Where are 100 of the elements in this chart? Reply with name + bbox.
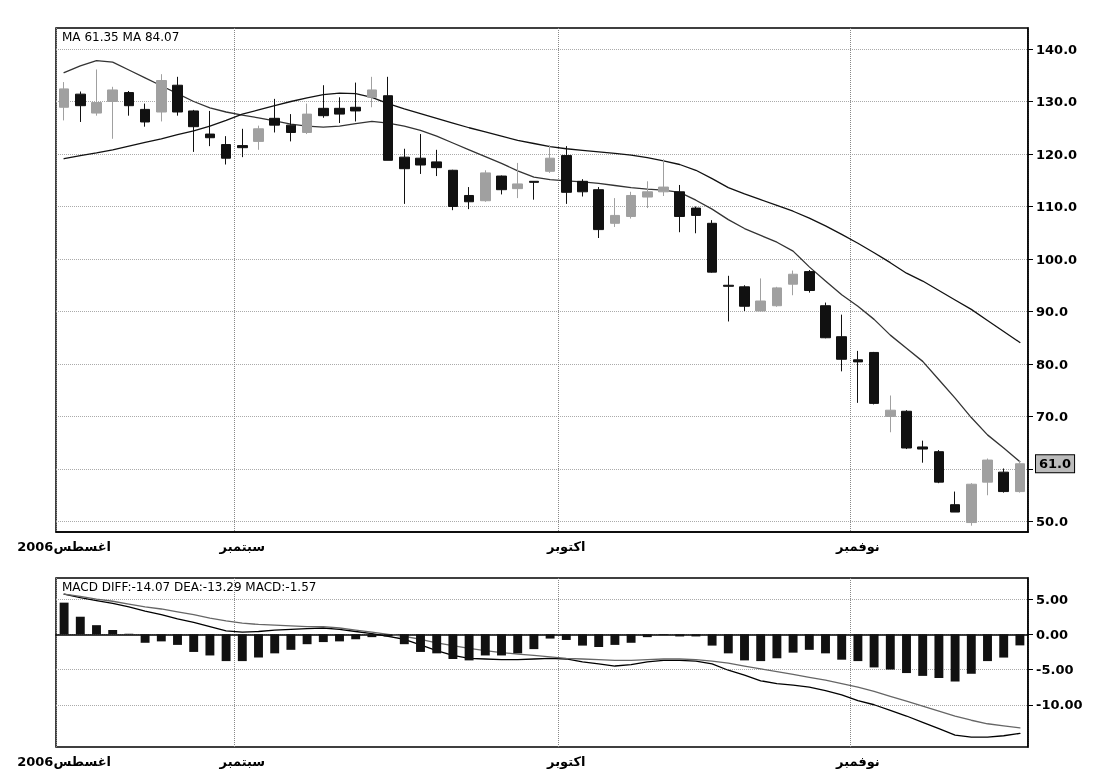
y-tick-label: 100.0 bbox=[1036, 251, 1078, 267]
candlestick bbox=[431, 149, 442, 177]
bar bbox=[108, 630, 118, 635]
candlestick bbox=[820, 302, 831, 339]
bar bbox=[918, 634, 928, 676]
bar bbox=[642, 634, 652, 638]
bar bbox=[480, 634, 490, 656]
candlestick bbox=[286, 113, 296, 142]
x-tick-label: سبتمبر bbox=[218, 754, 266, 769]
candlestick bbox=[788, 270, 798, 296]
bar bbox=[869, 634, 879, 668]
candlestick bbox=[124, 90, 134, 117]
candlestick bbox=[691, 206, 701, 234]
candlestick bbox=[334, 96, 345, 124]
candlestick bbox=[140, 103, 150, 128]
candlestick bbox=[221, 135, 231, 165]
bar bbox=[610, 634, 620, 645]
bar bbox=[529, 634, 539, 650]
bar bbox=[788, 634, 798, 653]
bar bbox=[740, 634, 749, 661]
bar bbox=[1015, 634, 1025, 646]
annotation: MA 61.35 MA 84.07 bbox=[62, 30, 180, 44]
candlestick bbox=[836, 314, 847, 372]
candlestick bbox=[448, 169, 458, 211]
bar bbox=[59, 602, 69, 635]
bar bbox=[383, 634, 393, 637]
y-tick-label: 120.0 bbox=[1036, 146, 1078, 162]
bar bbox=[92, 625, 101, 635]
bar bbox=[156, 634, 166, 642]
bar bbox=[804, 634, 814, 650]
bar bbox=[318, 634, 328, 643]
candlestick bbox=[707, 219, 717, 274]
candlestick bbox=[950, 491, 960, 513]
x-tick-label: 2006اغسطس bbox=[17, 754, 111, 769]
x-tick-label: نوفمبر bbox=[835, 754, 880, 769]
candlestick bbox=[658, 158, 669, 197]
candlestick bbox=[269, 98, 280, 133]
candlestick bbox=[464, 186, 474, 210]
bar bbox=[513, 634, 523, 654]
bar bbox=[821, 634, 830, 654]
bar bbox=[853, 634, 863, 662]
bar bbox=[966, 634, 976, 674]
bar bbox=[497, 634, 506, 656]
bar bbox=[237, 634, 247, 662]
candlestick bbox=[496, 175, 507, 195]
bar bbox=[578, 634, 587, 646]
candlestick bbox=[302, 103, 312, 135]
bar bbox=[416, 634, 425, 652]
candlestick bbox=[512, 162, 523, 199]
candlestick bbox=[674, 184, 685, 233]
bar bbox=[140, 634, 150, 643]
bar bbox=[837, 634, 847, 660]
y-tick-label: 90.0 bbox=[1036, 304, 1069, 319]
candlestick bbox=[529, 180, 539, 201]
bar bbox=[561, 634, 571, 640]
y-tick-label: 70.0 bbox=[1036, 409, 1069, 424]
candlestick bbox=[998, 467, 1009, 494]
bar bbox=[950, 634, 960, 682]
x-tick-label: نوفمبر bbox=[835, 539, 880, 554]
bar bbox=[983, 634, 992, 662]
bar bbox=[335, 634, 344, 642]
candlestick bbox=[869, 351, 879, 405]
y-tick-label: 0.00 bbox=[1036, 626, 1069, 642]
bar bbox=[432, 634, 442, 654]
bar bbox=[254, 634, 263, 658]
x-tick-label: اكتوبر bbox=[546, 539, 586, 554]
line-series bbox=[63, 59, 1021, 463]
bar bbox=[173, 634, 182, 645]
candlestick bbox=[480, 169, 491, 203]
candlestick bbox=[772, 286, 782, 308]
candlestick bbox=[399, 148, 410, 205]
bar bbox=[885, 634, 895, 670]
x-tick-label: سبتمبر bbox=[218, 539, 266, 554]
bar bbox=[626, 634, 636, 643]
candlestick bbox=[75, 91, 86, 123]
candlestick bbox=[901, 409, 912, 450]
bar bbox=[545, 634, 555, 639]
bar bbox=[464, 634, 474, 661]
bar bbox=[302, 634, 312, 645]
bar bbox=[399, 634, 409, 645]
bar bbox=[691, 634, 701, 637]
candlestick bbox=[188, 109, 199, 153]
bar bbox=[351, 634, 361, 640]
y-tick-label: 110.0 bbox=[1036, 199, 1078, 214]
bar bbox=[75, 616, 85, 635]
annotation: MACD DIFF:-14.07 DEA:-13.29 MACD:-1.57 bbox=[62, 580, 317, 594]
bar bbox=[205, 634, 215, 656]
bar bbox=[189, 634, 199, 652]
candlestick bbox=[237, 128, 248, 158]
candlestick bbox=[723, 275, 734, 322]
bar bbox=[707, 634, 717, 646]
bar bbox=[756, 634, 766, 662]
bar bbox=[999, 634, 1009, 658]
candlestick bbox=[804, 269, 815, 294]
bar bbox=[723, 634, 733, 654]
text: 61.0 bbox=[1039, 456, 1072, 472]
candlestick bbox=[172, 76, 183, 117]
candlestick bbox=[853, 350, 863, 404]
candlestick bbox=[205, 110, 215, 147]
x-tick-label: اكتوبر bbox=[546, 754, 586, 769]
